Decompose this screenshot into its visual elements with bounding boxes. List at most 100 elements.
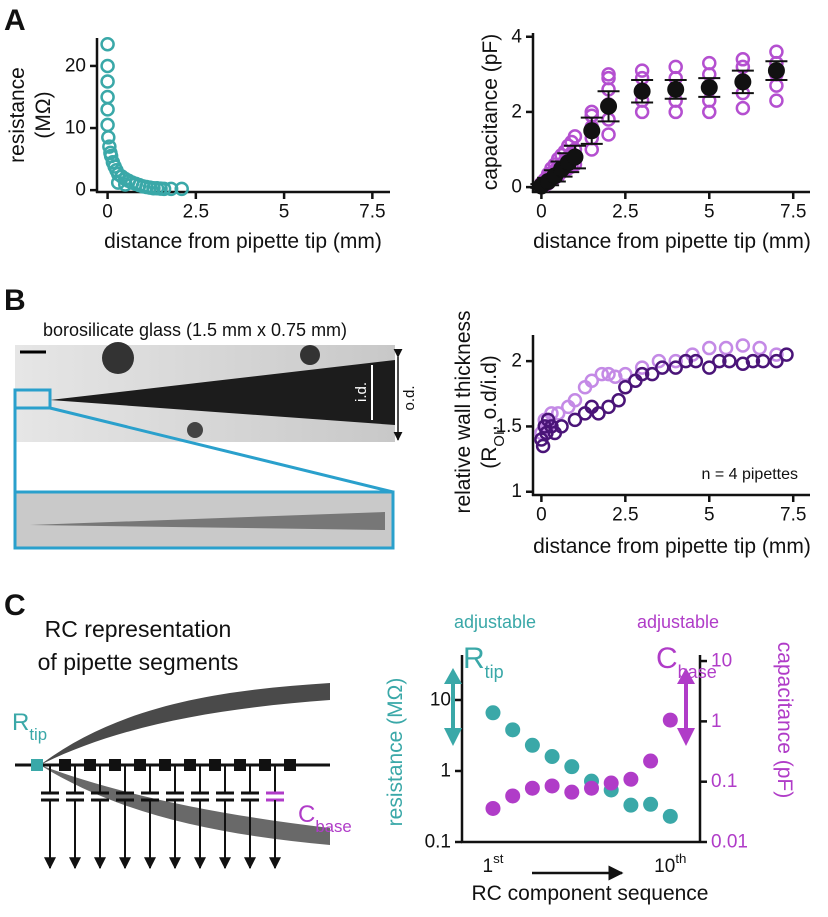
y-tick-label: 20 bbox=[65, 55, 86, 76]
point bbox=[623, 797, 639, 813]
y-tick-label: 1 bbox=[511, 481, 522, 502]
rtip-label-part: tip bbox=[29, 725, 47, 744]
annotation-text: adjustable bbox=[637, 612, 719, 632]
bubble bbox=[187, 422, 203, 438]
annotation: n = 4 pipettes bbox=[701, 466, 798, 483]
point bbox=[735, 338, 751, 353]
point bbox=[564, 784, 580, 800]
zoom-line bbox=[49, 406, 394, 494]
point bbox=[117, 177, 133, 192]
point bbox=[662, 808, 678, 824]
point bbox=[564, 759, 580, 775]
bubble bbox=[300, 345, 320, 365]
annotation-text: adjustable bbox=[454, 612, 536, 632]
point bbox=[600, 97, 618, 115]
y-axis-label-part: , o.d/i.d) bbox=[478, 355, 501, 431]
point bbox=[485, 705, 501, 721]
micrograph: borosilicate glass (1.5 mm x 0.75 mm) i.… bbox=[13, 320, 418, 550]
point bbox=[584, 780, 599, 796]
segment-resistor bbox=[234, 759, 246, 771]
point bbox=[567, 393, 583, 408]
point bbox=[623, 771, 639, 787]
point bbox=[745, 353, 761, 369]
x-tick-label: 1st bbox=[483, 851, 504, 877]
cbase-label: Cbase bbox=[298, 801, 352, 836]
annotation-symbol-part: R bbox=[463, 642, 485, 675]
point bbox=[567, 412, 583, 428]
point bbox=[668, 59, 683, 75]
point bbox=[544, 748, 560, 764]
y-axis-label: (ROI, o.d/i.d) bbox=[478, 355, 508, 469]
point bbox=[688, 353, 704, 369]
annotation-symbol: Rtip bbox=[463, 642, 504, 682]
point bbox=[667, 80, 685, 98]
y2-tick-label: 1 bbox=[711, 711, 722, 732]
bubble bbox=[102, 342, 134, 374]
x-axis-label: distance from pipette tip (mm) bbox=[533, 230, 811, 253]
diagram-title: of pipette segments bbox=[38, 649, 239, 675]
x-tick-label: 7.5 bbox=[359, 202, 385, 223]
point bbox=[735, 52, 751, 67]
adjust-arrowhead bbox=[444, 728, 462, 746]
pipette-wall bbox=[40, 765, 330, 845]
cbase-label-part: C bbox=[298, 801, 315, 828]
od-label: o.d. bbox=[401, 385, 418, 410]
point bbox=[618, 379, 633, 395]
y-axis-label-part: OI bbox=[492, 431, 508, 447]
y2-tick-label: 10 bbox=[711, 651, 732, 672]
point bbox=[535, 438, 551, 454]
x-axis-label: RC component sequence bbox=[472, 882, 709, 905]
point bbox=[779, 347, 794, 362]
segment-resistor bbox=[209, 759, 221, 771]
point bbox=[769, 353, 784, 369]
x-tick-label: 2.5 bbox=[612, 505, 638, 526]
point bbox=[594, 366, 610, 382]
x-tick-label: 0 bbox=[102, 202, 113, 223]
point bbox=[734, 73, 752, 91]
adjust-arrowhead bbox=[677, 668, 695, 684]
point bbox=[100, 58, 115, 74]
y-tick-label: 10 bbox=[430, 689, 451, 710]
point bbox=[718, 340, 734, 356]
y-tick-label: 4 bbox=[511, 26, 522, 47]
point bbox=[735, 100, 751, 116]
point bbox=[643, 796, 659, 812]
x-tick-label: 0 bbox=[536, 505, 547, 526]
x-tick-label: 5 bbox=[279, 202, 290, 223]
segment-resistor bbox=[259, 759, 271, 771]
y-tick-label: 10 bbox=[65, 118, 86, 139]
rtip-label: Rtip bbox=[12, 709, 47, 744]
point bbox=[110, 175, 126, 190]
point bbox=[668, 353, 683, 369]
x-tick-label: 7.5 bbox=[780, 505, 806, 526]
y2-tick-label: 0.1 bbox=[711, 771, 737, 792]
point bbox=[702, 55, 717, 71]
zoom-box bbox=[13, 388, 52, 410]
point bbox=[163, 181, 179, 197]
y-tick-label: 1.5 bbox=[496, 416, 522, 437]
point bbox=[100, 89, 115, 105]
point bbox=[655, 360, 670, 375]
x-tick-label: 2.5 bbox=[612, 202, 638, 223]
y-axis-label: capacitance (pF) bbox=[479, 34, 502, 190]
segment-resistor bbox=[109, 759, 121, 771]
point bbox=[554, 419, 569, 434]
tip-inset bbox=[30, 512, 385, 530]
segment-resistor bbox=[184, 759, 196, 771]
panel-label: A bbox=[4, 4, 26, 37]
y-axis-label: (MΩ) bbox=[32, 91, 55, 138]
point bbox=[505, 788, 521, 804]
point bbox=[668, 360, 683, 375]
adjust-arrowhead bbox=[444, 668, 462, 684]
y-tick-label: 2 bbox=[511, 351, 522, 372]
point bbox=[634, 360, 650, 375]
diagram-title: RC representation bbox=[45, 616, 232, 642]
segment-resistor bbox=[159, 759, 171, 771]
y-axis-label-part: (R bbox=[478, 447, 501, 469]
point bbox=[755, 353, 771, 369]
point bbox=[567, 129, 583, 144]
point bbox=[550, 406, 566, 421]
rtip-label-part: R bbox=[12, 709, 29, 736]
